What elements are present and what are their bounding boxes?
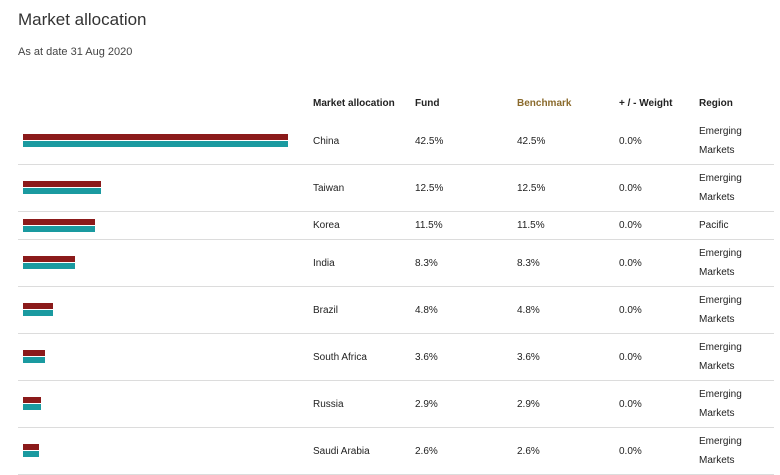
weight-value: 0.0% [619,446,642,457]
benchmark-value: 8.3% [517,258,540,269]
weight-value: 0.0% [619,220,642,231]
benchmark-value: 2.9% [517,399,540,410]
fund-value: 12.5% [415,183,444,194]
fund-bar [23,219,95,225]
table-body: China 42.5% 42.5% 0.0% Emerging Markets Taiwa… [18,118,774,475]
fund-bar [23,303,53,309]
weight-value: 0.0% [619,183,642,194]
weight-value: 0.0% [619,399,642,410]
region-value: Emerging Markets [699,173,742,203]
allocation-bars [23,303,288,317]
table-header-row: Market allocation Fund Benchmark + / - W… [18,90,774,118]
market-name: South Africa [313,352,367,363]
benchmark-value: 3.6% [517,352,540,363]
region-value: Emerging Markets [699,389,742,419]
region-value: Emerging Markets [699,342,742,372]
header-region[interactable]: Region [699,98,733,109]
benchmark-value: 11.5% [517,220,545,231]
fund-bar [23,134,288,140]
benchmark-bar [23,404,41,410]
market-name: China [313,136,340,147]
allocation-bars [23,181,288,195]
fund-bar [23,256,75,262]
header-benchmark[interactable]: Benchmark [517,98,572,109]
allocation-bars [23,134,288,148]
region-value: Emerging Markets [699,436,742,466]
market-name: Taiwan [313,183,345,194]
fund-bar [23,444,39,450]
header-market[interactable]: Market allocation [313,98,395,109]
table-row: Brazil 4.8% 4.8% 0.0% Emerging Markets [18,287,774,334]
table-row: Saudi Arabia 2.6% 2.6% 0.0% Emerging Markets [18,428,774,475]
benchmark-bar [23,226,95,232]
benchmark-bar [23,451,39,457]
market-name: Russia [313,399,344,410]
benchmark-value: 2.6% [517,446,540,457]
benchmark-bar [23,357,45,363]
fund-value: 3.6% [415,352,438,363]
fund-value: 4.8% [415,305,438,316]
weight-value: 0.0% [619,136,642,147]
table-row: South Africa 3.6% 3.6% 0.0% Emerging Markets [18,334,774,381]
fund-value: 2.9% [415,399,438,410]
region-value: Emerging Markets [699,248,742,278]
fund-bar [23,350,45,356]
weight-value: 0.0% [619,305,642,316]
allocation-bars [23,397,288,411]
weight-value: 0.0% [619,258,642,269]
allocation-bars [23,350,288,364]
allocation-bars [23,256,288,270]
region-value: Pacific [699,220,729,231]
benchmark-value: 4.8% [517,305,540,316]
allocation-bars [23,444,288,458]
benchmark-bar [23,310,53,316]
benchmark-bar [23,188,101,194]
table-row: Russia 2.9% 2.9% 0.0% Emerging Markets [18,381,774,428]
benchmark-value: 12.5% [517,183,546,194]
benchmark-bar [23,141,288,147]
market-name: Korea [313,220,340,231]
benchmark-value: 42.5% [517,136,546,147]
page-title: Market allocation [18,10,147,29]
weight-value: 0.0% [619,352,642,363]
header-weight[interactable]: + / - Weight [619,98,673,109]
table-row: India 8.3% 8.3% 0.0% Emerging Markets [18,240,774,287]
fund-value: 42.5% [415,136,444,147]
fund-bar [23,397,41,403]
region-value: Emerging Markets [699,295,742,325]
table-row: China 42.5% 42.5% 0.0% Emerging Markets [18,118,774,165]
fund-value: 8.3% [415,258,438,269]
fund-value: 2.6% [415,446,438,457]
table-row: Taiwan 12.5% 12.5% 0.0% Emerging Markets [18,165,774,212]
benchmark-bar [23,263,75,269]
market-name: Saudi Arabia [313,446,370,457]
allocation-table: Market allocation Fund Benchmark + / - W… [18,90,774,475]
fund-bar [23,181,101,187]
region-value: Emerging Markets [699,126,742,156]
fund-value: 11.5% [415,220,443,231]
as-at-date: As at date 31 Aug 2020 [18,46,133,58]
allocation-bars [23,219,288,233]
header-fund[interactable]: Fund [415,98,440,109]
table-row: Korea 11.5% 11.5% 0.0% Pacific [18,212,774,240]
market-name: India [313,258,335,269]
market-name: Brazil [313,305,339,316]
